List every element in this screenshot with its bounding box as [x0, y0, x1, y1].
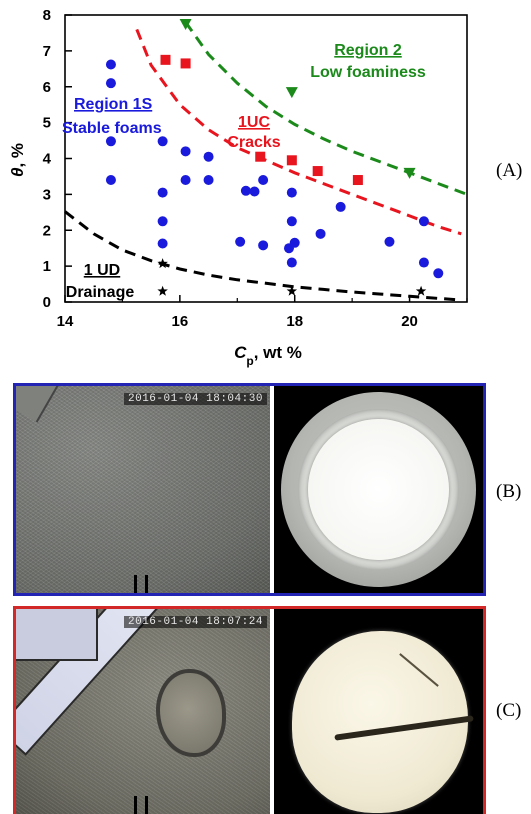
region-annotations: Region 1S Stable foams 1UC Cracks Region 2 Lo… — [62, 42, 426, 301]
data-point-circle — [203, 175, 214, 186]
region-label: Stable foams — [62, 120, 162, 137]
boundary-curve — [135, 28, 462, 236]
x-axis-label-part: , wt % — [254, 343, 302, 362]
y-tick-label: 2 — [43, 222, 51, 239]
data-point-circle — [289, 237, 300, 248]
y-tick-label: 6 — [43, 79, 51, 96]
region-label: 1UC — [238, 114, 270, 131]
data-point-circle — [157, 136, 168, 147]
data-point-circle — [249, 186, 260, 197]
data-point-star — [157, 285, 168, 296]
data-point-square — [255, 151, 266, 162]
x-tick-label: 18 — [286, 313, 303, 330]
timestamp: 2016-01-04 18:07:24 — [124, 616, 267, 628]
data-point-circle — [105, 175, 116, 186]
data-point-square — [180, 58, 191, 69]
region-label: 1 UD — [84, 262, 120, 279]
panel-c-foam-photo — [274, 609, 483, 814]
stable-foam-disk — [308, 419, 449, 560]
data-point-circle — [157, 216, 168, 227]
x-axis-label-part: p — [246, 354, 253, 368]
data-point-circle — [335, 201, 346, 212]
panel-c-frame: 2016-01-04 18:07:24 — [13, 606, 486, 814]
region-label: Region 2 — [334, 42, 402, 59]
data-point-circle — [105, 59, 116, 70]
boundary-curve — [184, 21, 468, 196]
data-point-circle — [286, 187, 297, 198]
data-point-circle — [157, 187, 168, 198]
plot-frame — [64, 14, 468, 303]
panel-c-micrograph: 2016-01-04 18:07:24 — [16, 609, 270, 814]
data-point-circle — [105, 78, 116, 89]
data-point-circle — [418, 257, 429, 268]
crack-bubble — [156, 669, 226, 757]
y-tick-label: 8 — [43, 7, 51, 24]
data-point-square — [352, 175, 363, 186]
panel-b-frame: 2016-01-04 18:04:30 — [13, 383, 486, 596]
data-points — [105, 18, 444, 296]
data-point-circle — [157, 238, 168, 249]
panel-b-label: (B) — [496, 481, 522, 502]
boundary-curve — [64, 210, 459, 302]
data-point-circle — [433, 268, 444, 279]
panel-b-micrograph: 2016-01-04 18:04:30 — [16, 386, 270, 593]
panel-a-label: (A) — [496, 160, 523, 181]
y-tick-label: 1 — [43, 258, 51, 275]
region-label: Cracks — [227, 134, 280, 151]
data-point-star — [415, 285, 427, 296]
data-point-circle — [286, 216, 297, 227]
region-label: Low foaminess — [310, 64, 426, 81]
scale-marks — [134, 796, 148, 814]
data-point-circle — [105, 136, 116, 147]
scale-marks — [134, 575, 148, 593]
y-tick-label: 5 — [43, 115, 51, 132]
data-point-circle — [258, 240, 269, 251]
data-point-circle — [235, 236, 246, 247]
data-point-circle — [180, 175, 191, 186]
y-tick-label: 7 — [43, 43, 51, 60]
data-point-circle — [180, 146, 191, 157]
data-point-square — [160, 54, 171, 65]
y-axis-label: θ, % — [8, 143, 27, 177]
y-axis-label-part: θ — [8, 167, 27, 177]
y-tick-label: 0 — [43, 294, 51, 311]
x-tick-label: 16 — [172, 313, 189, 330]
data-point-triangle — [285, 87, 298, 99]
x-tick-label: 20 — [401, 313, 418, 330]
data-point-square — [312, 166, 323, 177]
data-point-circle — [240, 185, 251, 196]
data-point-circle — [203, 151, 214, 162]
region-label: Region 1S — [74, 96, 153, 113]
x-axis-label-part: C — [234, 343, 247, 362]
data-point-square — [286, 155, 297, 166]
timestamp: 2016-01-04 18:04:30 — [124, 393, 267, 405]
data-point-circle — [286, 257, 297, 268]
data-point-triangle — [179, 18, 192, 30]
data-point-circle — [384, 236, 395, 247]
data-point-triangle — [403, 167, 416, 179]
y-tick-label: 4 — [43, 151, 52, 168]
data-point-star — [286, 285, 298, 296]
x-axis-label: Cp, wt % — [234, 343, 302, 368]
panel-c-label: (C) — [496, 700, 522, 721]
data-point-circle — [315, 228, 326, 239]
electrode-corner — [16, 609, 98, 661]
y-tick-label: 3 — [43, 186, 51, 203]
y-axis-label-part: , % — [8, 143, 27, 168]
micrograph-top-left-edge — [16, 386, 68, 423]
data-point-star — [157, 258, 168, 269]
data-point-circle — [418, 216, 429, 227]
data-point-circle — [258, 175, 269, 186]
x-tick-label: 14 — [57, 313, 74, 330]
boundary-curves — [64, 21, 468, 302]
region-label: Drainage — [66, 284, 135, 301]
panel-b-foam-photo — [274, 386, 483, 593]
axis-ticks: 14 16 18 20 0 1 2 3 4 5 6 7 8 — [43, 7, 468, 330]
